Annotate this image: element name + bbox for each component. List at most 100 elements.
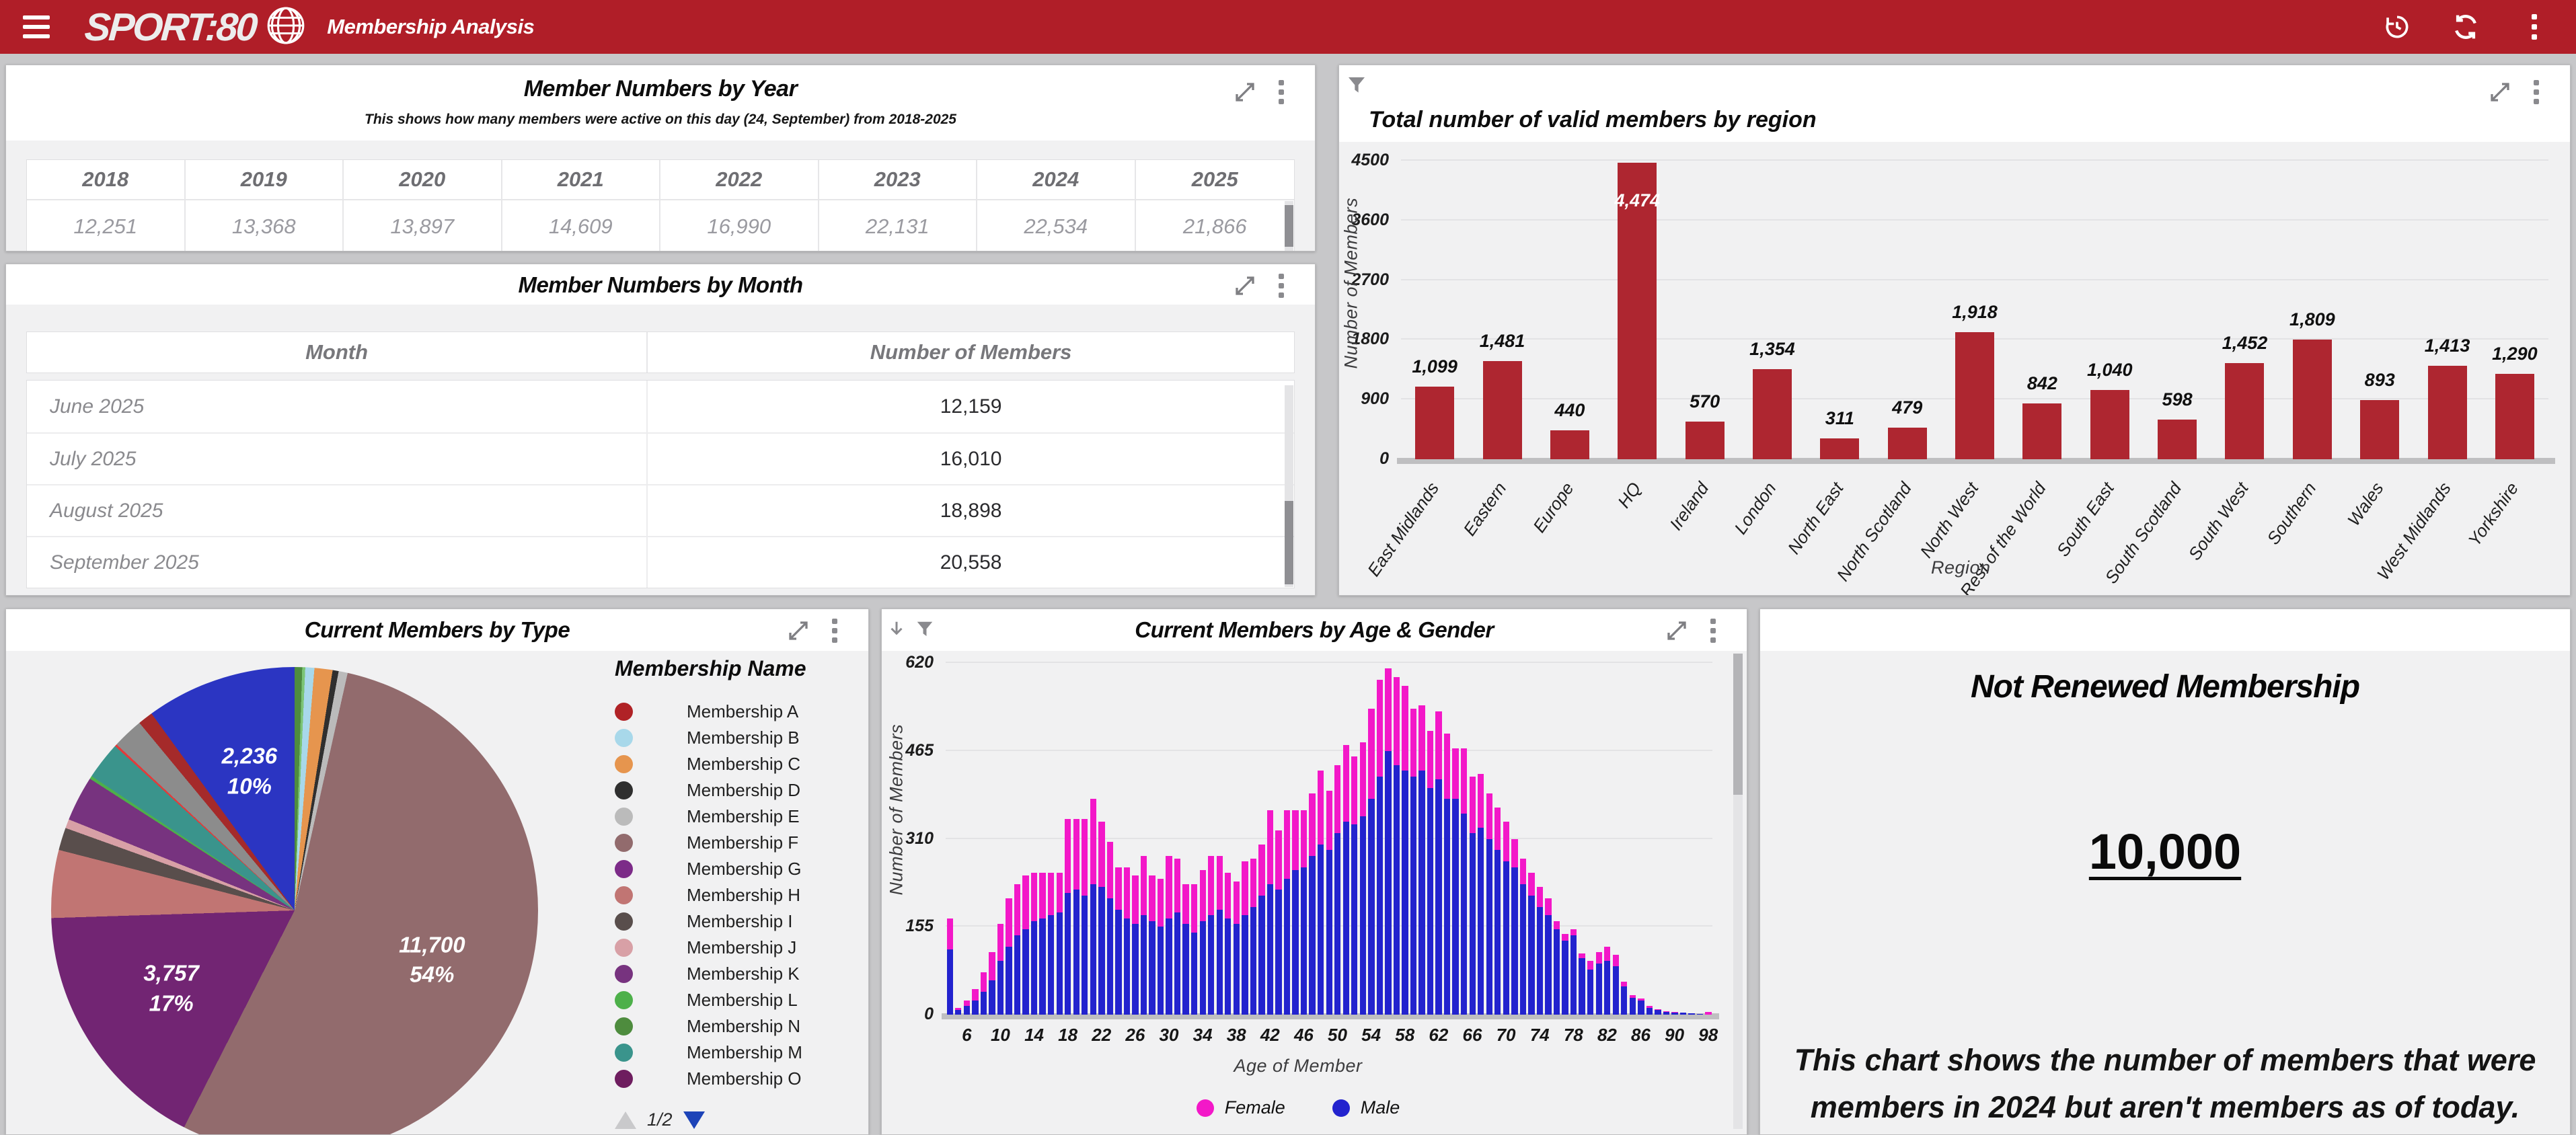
stacked-bar[interactable]: [1503, 822, 1509, 1015]
stacked-bar[interactable]: [1688, 1013, 1695, 1015]
stacked-bar[interactable]: [1368, 708, 1375, 1015]
kebab-menu-icon[interactable]: [2523, 79, 2550, 106]
legend-item[interactable]: Membership A: [615, 699, 864, 725]
stacked-bar[interactable]: [1317, 771, 1324, 1015]
stacked-bar[interactable]: [1376, 680, 1384, 1015]
stacked-bar[interactable]: [1309, 793, 1316, 1015]
stacked-bar[interactable]: [1359, 742, 1366, 1015]
stacked-bar[interactable]: [1166, 855, 1172, 1015]
stacked-bar[interactable]: [1511, 838, 1518, 1015]
stacked-bar[interactable]: [1056, 873, 1063, 1015]
bar[interactable]: [2360, 399, 2400, 459]
stacked-bar[interactable]: [1334, 765, 1341, 1015]
bar[interactable]: [2427, 365, 2467, 459]
legend-item[interactable]: Membership O: [615, 1066, 864, 1092]
stacked-bar[interactable]: [1469, 776, 1476, 1015]
stacked-bar[interactable]: [1191, 884, 1198, 1015]
stacked-bar[interactable]: [1494, 808, 1501, 1015]
year-column-header[interactable]: 2020: [344, 160, 502, 200]
pie-chart[interactable]: [51, 667, 538, 1134]
stacked-bar[interactable]: [1132, 875, 1139, 1015]
year-table-scrollbar-thumb[interactable]: [1285, 205, 1293, 247]
refresh-icon[interactable]: [2451, 12, 2480, 42]
stacked-bar[interactable]: [1073, 818, 1079, 1015]
stacked-bar[interactable]: [1199, 869, 1206, 1015]
year-column-header[interactable]: 2025: [1135, 160, 1294, 200]
stacked-bar[interactable]: [1242, 861, 1248, 1015]
stacked-bar[interactable]: [1292, 810, 1299, 1015]
stacked-bar[interactable]: [997, 924, 1004, 1015]
bar[interactable]: [2158, 420, 2197, 459]
bar[interactable]: [1820, 438, 1860, 459]
column-header-month[interactable]: Month: [27, 332, 648, 373]
stacked-bar[interactable]: [1570, 929, 1577, 1015]
legend-item[interactable]: Membership N: [615, 1013, 864, 1040]
kebab-menu-icon[interactable]: [1700, 617, 1727, 644]
stacked-bar[interactable]: [1216, 855, 1223, 1015]
stacked-bar[interactable]: [972, 989, 979, 1015]
stacked-bar[interactable]: [1149, 875, 1156, 1015]
stacked-bar[interactable]: [1123, 867, 1131, 1015]
stacked-bar[interactable]: [1098, 822, 1105, 1015]
year-column-header[interactable]: 2021: [502, 160, 660, 200]
stacked-bar[interactable]: [1140, 855, 1147, 1015]
kebab-menu-icon[interactable]: [821, 617, 848, 644]
stacked-bar[interactable]: [1519, 859, 1527, 1015]
stacked-bar[interactable]: [1351, 756, 1358, 1015]
legend-item[interactable]: Membership K: [615, 961, 864, 987]
stacked-bar[interactable]: [1208, 855, 1215, 1015]
legend-item[interactable]: Membership E: [615, 804, 864, 830]
stacked-bar[interactable]: [1579, 953, 1585, 1015]
stacked-bar[interactable]: [1427, 731, 1434, 1015]
bar[interactable]: [2090, 390, 2129, 459]
stacked-bar[interactable]: [955, 1007, 962, 1015]
not-renewed-value[interactable]: 10,000: [2088, 824, 2242, 879]
stacked-bar[interactable]: [1486, 793, 1492, 1015]
legend-page-up-icon[interactable]: [615, 1111, 636, 1129]
stacked-bar[interactable]: [1250, 859, 1257, 1015]
column-header-number[interactable]: Number of Members: [870, 340, 1072, 364]
expand-icon[interactable]: [785, 617, 812, 644]
legend-item[interactable]: Membership B: [615, 725, 864, 751]
stacked-bar[interactable]: [963, 1000, 970, 1015]
stacked-bar[interactable]: [1266, 810, 1274, 1015]
legend-item[interactable]: Membership I: [615, 908, 864, 935]
stacked-bar[interactable]: [1022, 875, 1029, 1015]
legend-item[interactable]: Membership D: [615, 777, 864, 804]
bar[interactable]: [1955, 331, 1995, 459]
stacked-bar[interactable]: [1047, 873, 1055, 1015]
kebab-menu-icon[interactable]: [1268, 272, 1295, 299]
stacked-bar[interactable]: [1082, 818, 1088, 1015]
stacked-bar[interactable]: [1418, 705, 1425, 1015]
table-row[interactable]: August 2025 18,898: [27, 484, 1294, 536]
bar[interactable]: [1685, 421, 1725, 459]
stacked-bar[interactable]: [980, 972, 987, 1015]
legend-item[interactable]: Male: [1332, 1097, 1400, 1118]
bar[interactable]: [2225, 362, 2265, 459]
stacked-bar[interactable]: [1090, 799, 1096, 1015]
stacked-bar[interactable]: [1528, 873, 1535, 1015]
stacked-bar[interactable]: [1065, 818, 1071, 1015]
stacked-bar[interactable]: [1182, 884, 1189, 1015]
stacked-bar[interactable]: [1604, 946, 1611, 1015]
history-icon[interactable]: [2382, 12, 2412, 42]
stacked-bar[interactable]: [1536, 887, 1544, 1015]
stacked-bar[interactable]: [1233, 881, 1240, 1015]
stacked-bar[interactable]: [1014, 884, 1021, 1015]
stacked-bar[interactable]: [1300, 810, 1308, 1015]
stacked-bar[interactable]: [946, 918, 953, 1015]
legend-item[interactable]: Membership J: [615, 935, 864, 961]
year-column-header[interactable]: 2023: [819, 160, 977, 200]
expand-icon[interactable]: [1232, 79, 1258, 106]
legend-page-down-icon[interactable]: [683, 1111, 705, 1129]
bar[interactable]: [2292, 339, 2332, 459]
stacked-bar[interactable]: [1562, 934, 1568, 1015]
age-gender-chart[interactable]: 0 155 310 465 620: [905, 653, 1719, 1023]
stacked-bar[interactable]: [1612, 955, 1619, 1015]
legend-item[interactable]: Membership M: [615, 1040, 864, 1066]
stacked-bar[interactable]: [1671, 1011, 1678, 1015]
filter-icon[interactable]: [1343, 72, 1370, 99]
stacked-bar[interactable]: [1006, 898, 1012, 1015]
stacked-bar[interactable]: [1342, 745, 1349, 1015]
stacked-bar[interactable]: [1410, 708, 1417, 1015]
